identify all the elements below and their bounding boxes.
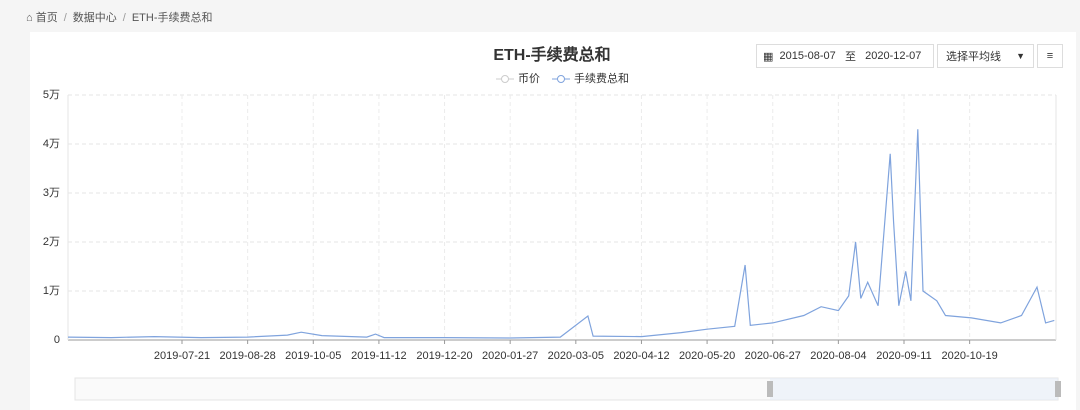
zoom-handle[interactable] bbox=[1055, 381, 1061, 397]
y-tick-label: 4万 bbox=[43, 138, 60, 150]
end-date: 2020-12-07 bbox=[865, 50, 922, 62]
zoom-window[interactable] bbox=[770, 378, 1058, 400]
x-tick-label: 2019-08-28 bbox=[219, 350, 275, 362]
date-range[interactable]: ▦ 2015-08-07 至 2020-12-07 bbox=[756, 44, 934, 68]
x-tick-label: 2019-11-12 bbox=[351, 350, 406, 362]
start-date: 2015-08-07 bbox=[779, 50, 836, 62]
y-tick-label: 5万 bbox=[43, 89, 60, 101]
x-tick-label: 2020-03-05 bbox=[548, 350, 604, 362]
y-tick-label: 2万 bbox=[43, 236, 60, 248]
x-tick-label: 2019-07-21 bbox=[154, 350, 210, 362]
legend-marker bbox=[557, 75, 565, 83]
chart-title: ETH-手续费总和 bbox=[493, 45, 610, 64]
y-tick-label: 3万 bbox=[43, 187, 60, 199]
crumb: ETH-手续费总和 bbox=[131, 12, 213, 24]
x-tick-label: 2019-12-20 bbox=[416, 350, 472, 362]
separator: 至 bbox=[844, 51, 856, 63]
x-tick-label: 2020-09-11 bbox=[876, 350, 931, 362]
data-line bbox=[67, 129, 1055, 339]
menu-button[interactable]: ≡ bbox=[1037, 44, 1063, 68]
x-tick-label: 2020-10-19 bbox=[941, 350, 997, 362]
y-tick-label: 1万 bbox=[43, 285, 60, 297]
crumb[interactable]: 首页 bbox=[35, 12, 58, 24]
x-tick-label: 2020-01-27 bbox=[482, 350, 538, 362]
legend-marker bbox=[501, 75, 509, 83]
x-tick-label: 2020-06-27 bbox=[745, 350, 801, 362]
x-tick-label: 2020-05-20 bbox=[679, 350, 735, 362]
x-tick-label: 2020-04-12 bbox=[613, 350, 669, 362]
x-tick-label: 2019-10-05 bbox=[285, 350, 341, 362]
average-select[interactable]: 选择平均线 ▼ bbox=[937, 44, 1034, 68]
breadcrumb: ⌂ 首页 / 数据中心 / ETH-手续费总和 bbox=[26, 12, 213, 24]
zoom-handle[interactable] bbox=[767, 381, 773, 397]
legend-label[interactable]: 币价 bbox=[518, 72, 540, 85]
y-tick-label: 0 bbox=[54, 334, 60, 346]
x-tick-label: 2020-08-04 bbox=[810, 350, 866, 362]
select-label: 选择平均线 bbox=[946, 51, 1001, 63]
crumb[interactable]: 数据中心 bbox=[72, 12, 117, 24]
legend-label[interactable]: 手续费总和 bbox=[574, 71, 629, 85]
